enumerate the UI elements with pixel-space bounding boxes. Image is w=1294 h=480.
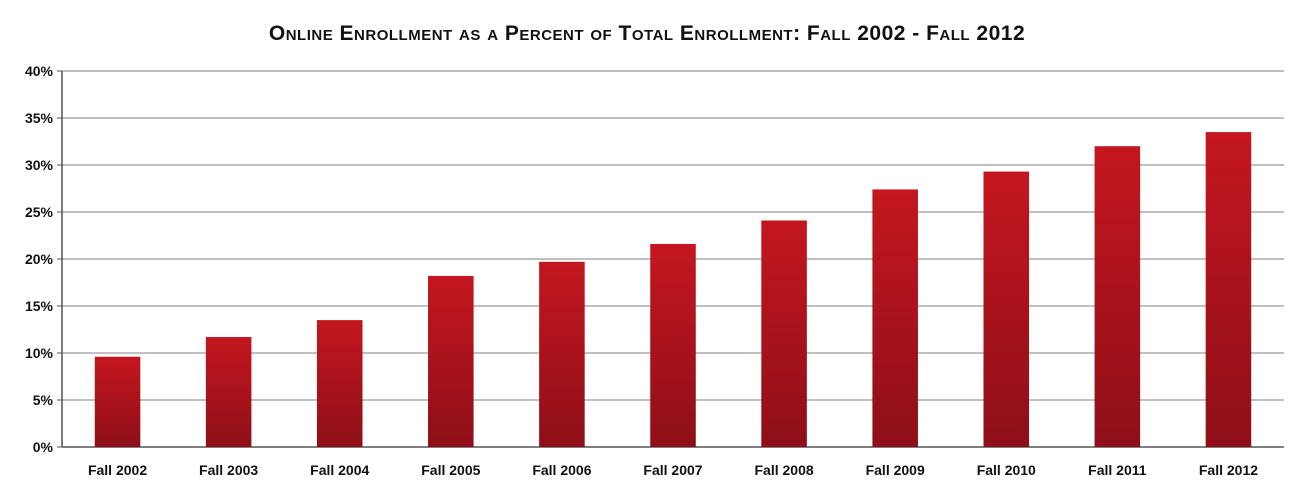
bar (94, 356, 141, 447)
y-tick-label: 40% (25, 63, 54, 79)
bar (428, 275, 474, 447)
y-tick-label: 25% (25, 204, 54, 220)
bar (316, 320, 363, 447)
bar (539, 261, 585, 447)
bar (983, 171, 1030, 447)
x-tick-label: Fall 2011 (1088, 462, 1147, 478)
y-tick-label: 15% (25, 298, 54, 314)
x-tick-label: Fall 2005 (421, 462, 480, 478)
y-axis: 0% 5% 10% 15% 20% 25% 30% 35% 40% (25, 63, 63, 455)
x-tick-label: Fall 2006 (532, 462, 591, 478)
x-tick-label: Fall 2004 (310, 462, 369, 478)
y-tick-label: 5% (33, 392, 54, 408)
bar (205, 337, 252, 447)
chart-title: Online Enrollment as a Percent of Total … (268, 22, 1026, 45)
y-tick-label: 10% (25, 345, 54, 361)
bar (650, 243, 696, 447)
x-tick-label: Fall 2007 (643, 462, 702, 478)
x-tick-label: Fall 2009 (866, 462, 925, 478)
bar (1094, 146, 1141, 447)
y-tick-label: 0% (33, 439, 54, 455)
x-tick-label: Fall 2003 (199, 462, 258, 478)
x-tick-label: Fall 2012 (1199, 462, 1258, 478)
y-tick-label: 30% (25, 157, 54, 173)
bars (94, 132, 1252, 447)
x-tick-label: Fall 2008 (755, 462, 814, 478)
x-tick-label: Fall 2002 (88, 462, 147, 478)
x-axis: Fall 2002 Fall 2003 Fall 2004 Fall 2005 Fall… (88, 462, 1258, 478)
x-tick-label: Fall 2010 (977, 462, 1036, 478)
y-tick-label: 35% (25, 110, 54, 126)
bar (1205, 132, 1252, 447)
bar (872, 189, 918, 447)
bar (761, 220, 807, 447)
y-tick-label: 20% (25, 251, 54, 267)
